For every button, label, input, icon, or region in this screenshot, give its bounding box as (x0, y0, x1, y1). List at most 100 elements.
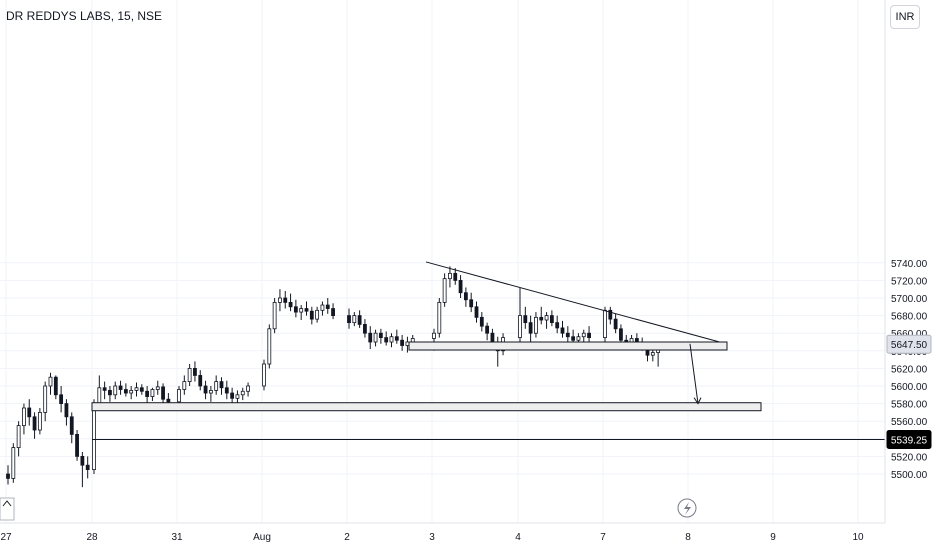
candle-body-down (53, 376, 58, 396)
candle-body-up (208, 389, 213, 394)
candle (278, 289, 282, 312)
candle (59, 386, 64, 413)
candle (373, 329, 378, 347)
badges: 5647.50 5539.25 (0, 334, 932, 521)
y-tick-label: 5720.00 (891, 276, 928, 287)
candle-body-down (108, 389, 112, 396)
candle (309, 306, 314, 325)
candle-body-up (134, 387, 139, 391)
candle (437, 298, 442, 338)
candle (619, 324, 623, 344)
candle-body-up (11, 447, 16, 479)
candle-body-up (603, 309, 607, 339)
candle (378, 328, 383, 344)
y-tick-label: 5700.00 (891, 294, 928, 305)
candle-body-down (198, 375, 203, 387)
candle (518, 287, 522, 342)
candle-body-down (357, 315, 362, 325)
candle (16, 421, 21, 457)
x-tick-label: 27 (0, 532, 12, 543)
candle-body-up (92, 403, 96, 471)
price-tag-label: 5539.25 (891, 435, 928, 446)
candle (182, 375, 187, 395)
candle (357, 310, 362, 328)
candle-body-down (363, 323, 367, 334)
candle-body-up (629, 338, 634, 343)
candle-body-down (485, 325, 490, 334)
candle (650, 349, 655, 362)
candle-body-down (347, 315, 351, 324)
candle-body-up (315, 309, 320, 320)
candle-body-down (85, 464, 90, 471)
y-tick-label: 5500.00 (891, 470, 928, 481)
candle (69, 412, 74, 444)
candle-body-up (389, 336, 394, 343)
x-tick-label: 31 (171, 532, 183, 543)
x-tick-label: 28 (86, 532, 98, 543)
candle (161, 383, 165, 404)
candle-body-down (634, 338, 639, 343)
scroll-home-icon (0, 497, 15, 521)
candle (363, 319, 367, 338)
candle (603, 306, 607, 342)
candle (53, 375, 58, 400)
candle-body-up (187, 367, 192, 382)
candle-body-up (129, 389, 134, 394)
symbol-title: DR REDDYS LABS, 15, NSE (6, 9, 163, 23)
candle (43, 381, 48, 422)
candle-body-down (224, 387, 229, 394)
candle-body-down (549, 315, 554, 324)
y-tick-label: 5680.00 (891, 312, 928, 323)
candle-body-down (400, 339, 405, 346)
candle-body-down (230, 392, 235, 399)
candle-body-up (448, 272, 452, 280)
candle (145, 386, 150, 404)
candle (102, 381, 107, 400)
candle-body-up (267, 328, 272, 365)
candle-body-up (320, 304, 325, 311)
x-tick-label: 8 (685, 532, 691, 543)
price-tag-light (886, 334, 932, 354)
candle (384, 331, 389, 346)
candle-body-down (479, 316, 484, 327)
currency-button[interactable]: INR (890, 5, 920, 29)
candle (108, 386, 112, 402)
target-zone-rect (91, 402, 762, 412)
candle (528, 315, 533, 342)
target-arrow-line (689, 343, 699, 404)
candle (587, 326, 591, 342)
candle-body-up (272, 301, 277, 330)
candle (458, 275, 463, 298)
candle (272, 298, 277, 334)
candle-body-up (650, 352, 655, 356)
candle (565, 326, 570, 342)
candle-body-down (64, 403, 69, 418)
candle-body-down (69, 416, 74, 435)
y-tick-label: 5620.00 (891, 364, 928, 375)
candle-body-down (193, 367, 197, 376)
candle-body-up (177, 389, 181, 403)
candle (155, 380, 160, 395)
candle (469, 292, 474, 313)
candle (203, 380, 208, 400)
candle-body-down (304, 308, 309, 312)
candle-body-down (587, 332, 591, 339)
candle-body-up (534, 316, 538, 334)
candle-body-down (458, 279, 463, 294)
candle-body-up (246, 385, 250, 392)
candle-body-down (32, 416, 37, 431)
candle-body-down (219, 381, 224, 389)
candle-body-down (293, 306, 298, 313)
y-tick-label: 5580.00 (891, 400, 928, 411)
drawings[interactable] (91, 261, 885, 440)
candle-body-down (368, 332, 373, 343)
candle (27, 399, 32, 426)
candle-body-up (410, 338, 415, 343)
candle (150, 387, 155, 401)
candle (6, 465, 10, 485)
candle (240, 387, 245, 401)
candle (219, 377, 224, 395)
